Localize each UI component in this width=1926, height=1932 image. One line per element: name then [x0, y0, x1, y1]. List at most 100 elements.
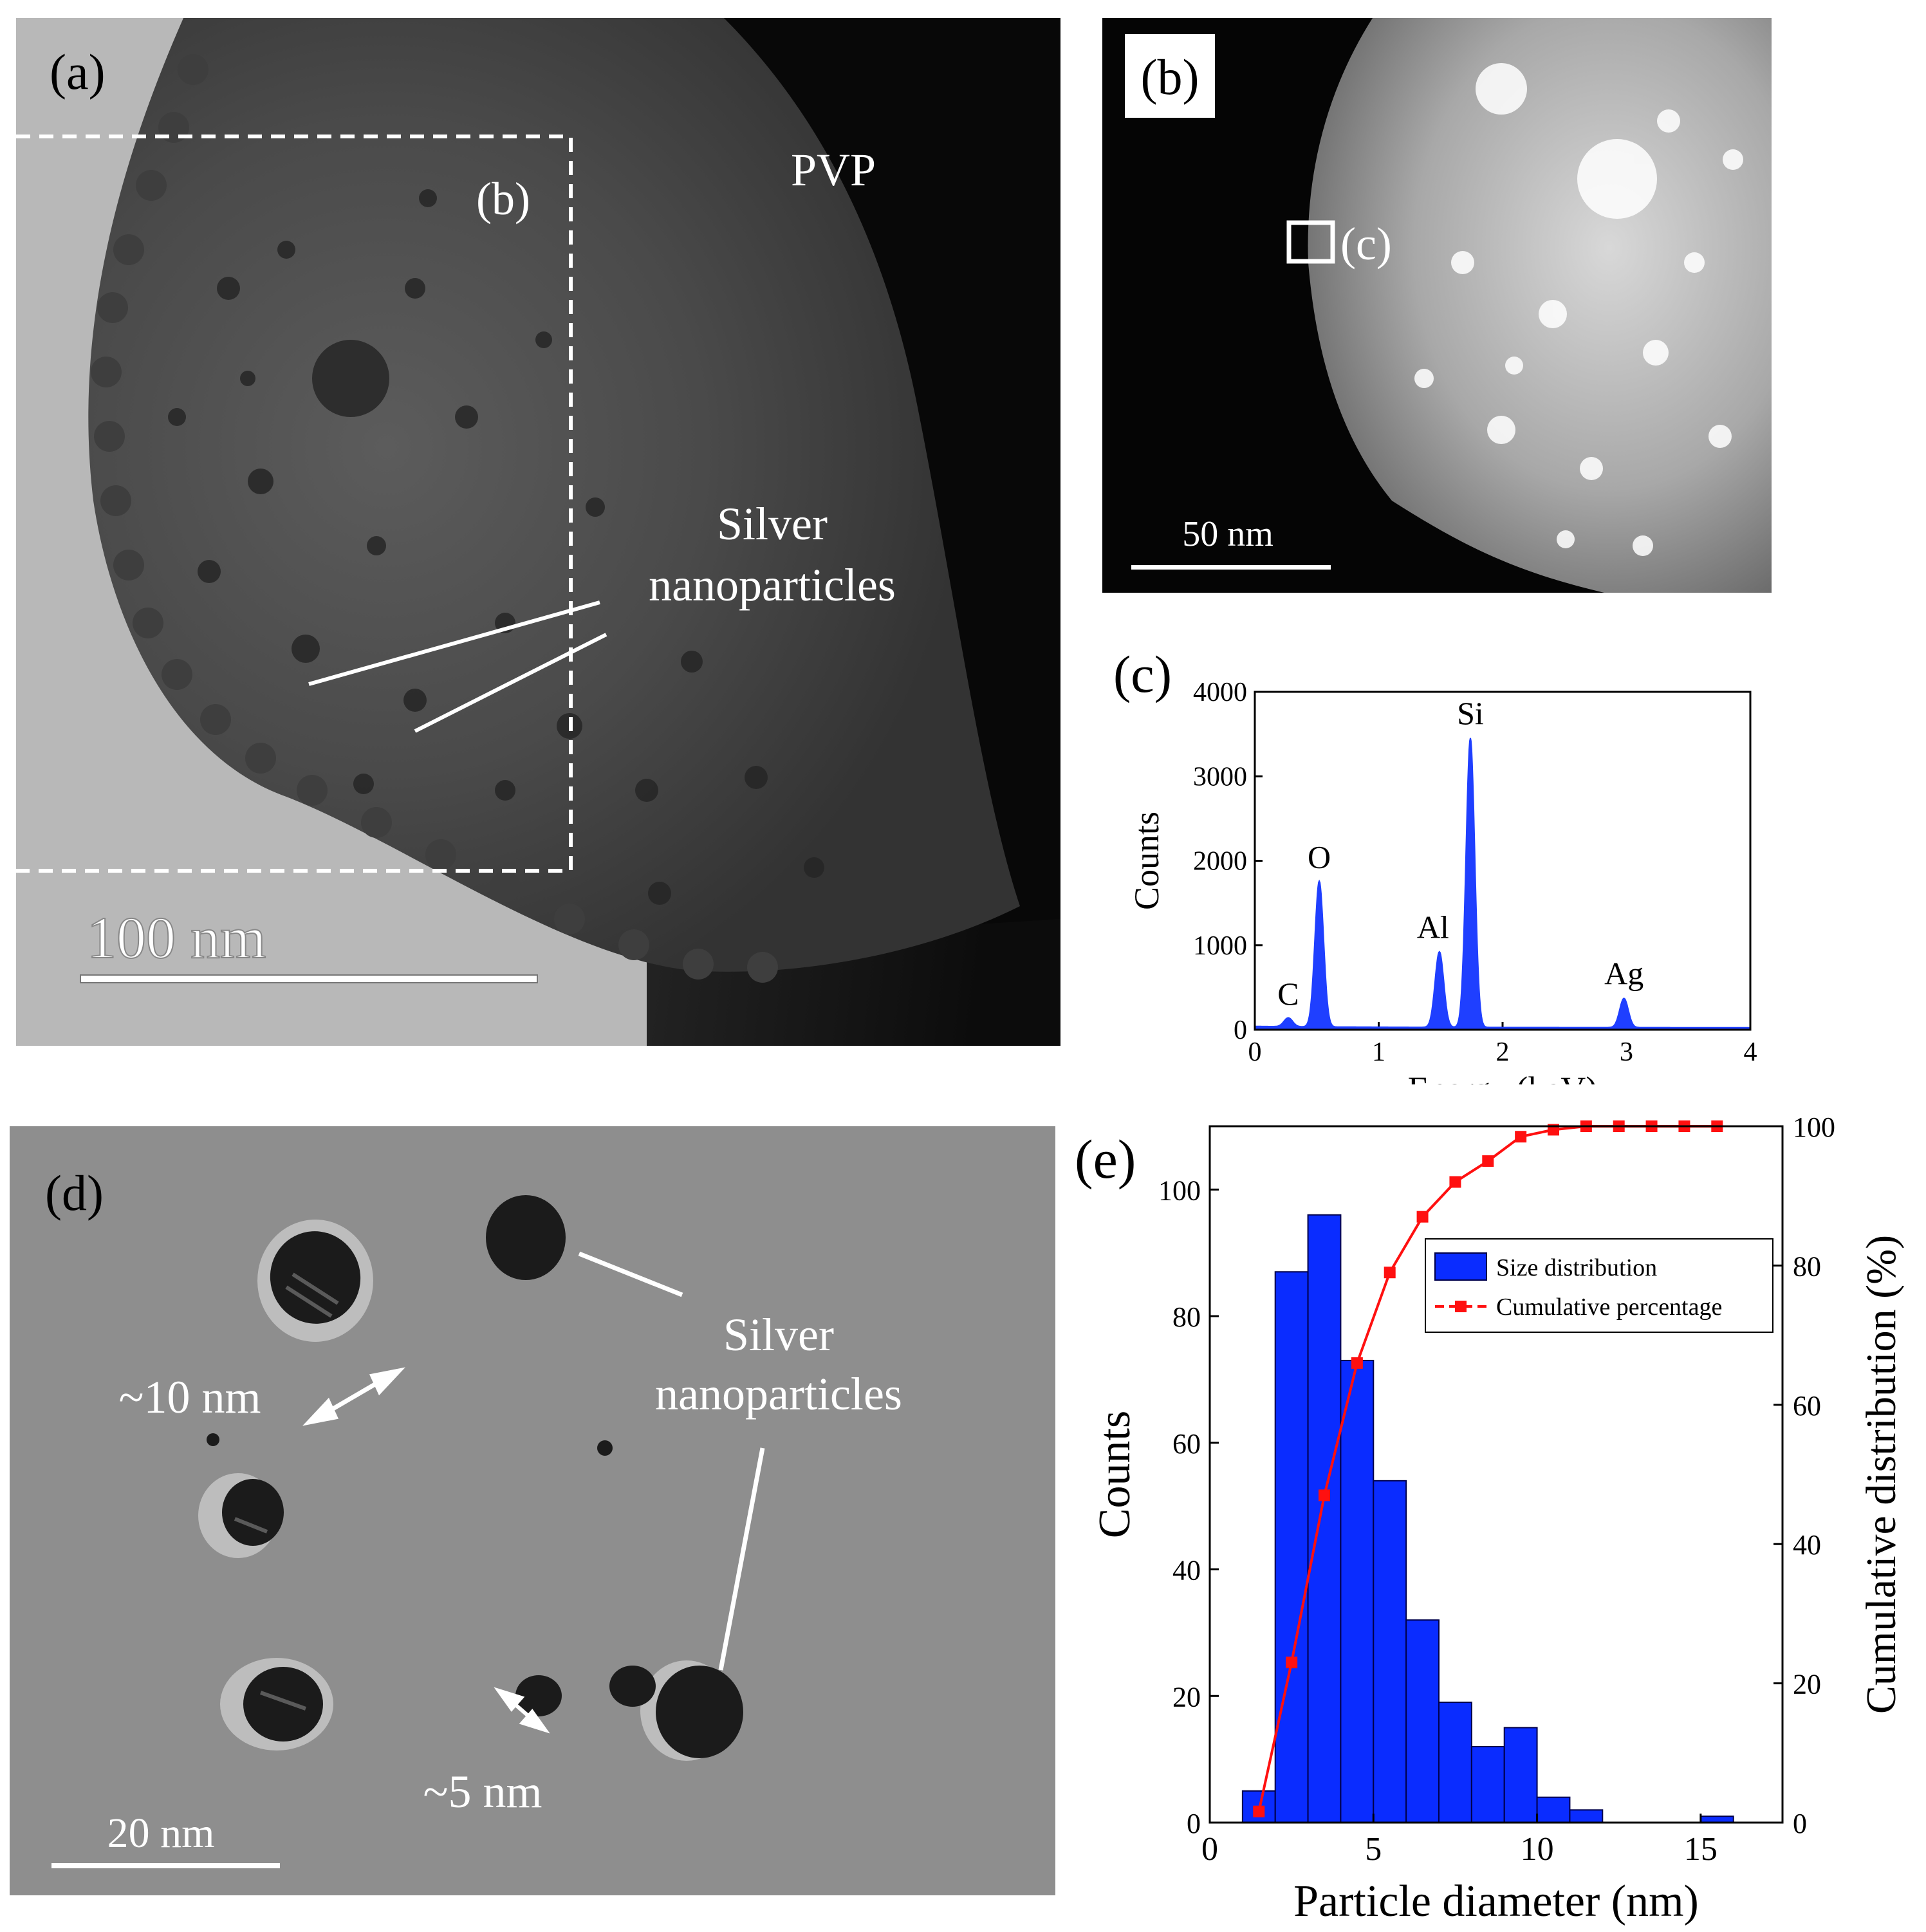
y2-tick-label-e: 20: [1793, 1669, 1821, 1700]
panel-a-label: (a): [50, 44, 106, 100]
cumulative-point: [1416, 1211, 1429, 1223]
y2-axis-label-e: Cumulative distribution (%): [1858, 1235, 1905, 1714]
panel-b-label-background: [1125, 34, 1215, 118]
plot-frame-e: [1208, 1125, 1784, 1824]
histogram-bar: [1438, 1702, 1472, 1823]
y-tick-label-c: 0: [1234, 1016, 1247, 1045]
x-tick-label-e: 15: [1684, 1831, 1718, 1868]
panel-a-tem-image: (a) (b) PVP Silver nanoparticles 100 nm: [16, 18, 1060, 1046]
legend-label-line: Cumulative percentage: [1496, 1294, 1722, 1321]
y-tick-label-e: 40: [1172, 1555, 1201, 1586]
silver-nanoparticles-label-d-line1: Silver: [723, 1309, 834, 1361]
peak-label-o: O: [1308, 839, 1331, 875]
cumulative-point: [1482, 1155, 1494, 1167]
bright-nanoparticle-spots: [1414, 63, 1743, 556]
y2-tick-label-e: 100: [1793, 1111, 1835, 1143]
cumulative-point: [1384, 1267, 1396, 1279]
histogram-bar: [1503, 1727, 1538, 1823]
panel-d-label: (d): [45, 1165, 104, 1221]
peak-label-si: Si: [1457, 695, 1484, 731]
y-tick-label-e: 60: [1172, 1428, 1201, 1460]
y-axis-label-c: Counts: [1127, 812, 1166, 910]
silver-nanoparticle-dots: [168, 189, 824, 905]
size-arrow-large: [302, 1367, 405, 1426]
panel-b-stem-image: (b) (c) 50 nm: [1102, 18, 1772, 593]
legend-swatch-bars: [1434, 1252, 1487, 1281]
y-tick-label-e: 0: [1187, 1808, 1201, 1839]
scale-bar-b: [1131, 565, 1331, 570]
x-axis-label-c: Energy (keV): [1408, 1070, 1597, 1084]
pvp-label: PVP: [791, 144, 876, 196]
scale-bar-b-label: 50 nm: [1182, 514, 1273, 554]
size-label-5nm: ~5 nm: [423, 1766, 542, 1817]
histogram-bar: [1373, 1480, 1407, 1823]
panel-c-label: (c): [1113, 645, 1172, 703]
y-tick-label-e: 20: [1172, 1681, 1201, 1713]
scale-bar-a: [80, 974, 538, 983]
eds-spectrum-series: [1254, 738, 1751, 1030]
panel-e-size-distribution: (e) 0 5 10 15 0 20 40 60 80 100 0 20 40 60 80 100 Size …: [1055, 1094, 1926, 1929]
y2-tick-label-e: 0: [1793, 1808, 1807, 1839]
x-tick-label-c: 2: [1496, 1037, 1510, 1067]
scale-bar-a-label: 100 nm: [87, 905, 266, 971]
x-tick-label-c: 0: [1248, 1037, 1262, 1067]
x-axis-label-e: Particle diameter (nm): [1293, 1877, 1699, 1926]
histogram-bar: [1405, 1619, 1440, 1824]
cumulative-point: [1351, 1357, 1363, 1369]
cumulative-point: [1515, 1131, 1527, 1143]
legend-label-bars: Size distribution: [1496, 1254, 1657, 1281]
y-tick-label-c: 4000: [1193, 678, 1247, 707]
cumulative-point: [1319, 1489, 1330, 1501]
x-tick-label-c: 1: [1372, 1037, 1385, 1067]
region-b-label: (b): [476, 173, 530, 225]
x-tick-label-c: 3: [1620, 1037, 1633, 1067]
x-tick-label-c: 4: [1744, 1037, 1757, 1067]
silver-nanoparticles-label-line2: nanoparticles: [649, 559, 896, 611]
silver-nanoparticles: [207, 1195, 743, 1758]
histogram-bar: [1307, 1214, 1342, 1823]
region-b-dashed-box: [16, 135, 573, 873]
y-axis-label-e: Counts: [1090, 1411, 1140, 1538]
region-c-box: [1286, 220, 1335, 264]
panel-b-label: (b): [1141, 49, 1199, 105]
size-arrow-small: [494, 1687, 550, 1734]
peak-label-al: Al: [1417, 909, 1449, 945]
legend: Size distribution Cumulative percentage: [1425, 1238, 1773, 1333]
cumulative-point: [1286, 1657, 1298, 1669]
peak-label-c: C: [1277, 976, 1299, 1012]
region-c-label: (c): [1340, 218, 1392, 270]
y-tick-label-c: 3000: [1193, 762, 1247, 792]
silver-nanoparticles-label-d-line2: nanoparticles: [655, 1368, 902, 1420]
pointer-line-2: [414, 633, 607, 733]
histogram-bar: [1569, 1809, 1604, 1823]
y2-tick-label-e: 80: [1793, 1250, 1821, 1282]
y2-tick-label-e: 40: [1793, 1529, 1821, 1561]
x-tick-label-e: 5: [1365, 1831, 1382, 1868]
scale-bar-d: [51, 1863, 280, 1868]
panel-e-label: (e): [1075, 1128, 1136, 1190]
pointer-line-1: [308, 600, 600, 686]
x-tick-label-e: 0: [1201, 1831, 1218, 1868]
cumulative-point: [1253, 1805, 1265, 1817]
histogram-bar: [1536, 1796, 1571, 1823]
y-tick-label-c: 2000: [1193, 847, 1247, 877]
y-tick-label-c: 1000: [1193, 931, 1247, 961]
silver-nanoparticles-label-line1: Silver: [717, 498, 828, 550]
cumulative-point: [1449, 1176, 1461, 1188]
histogram-bar: [1340, 1359, 1375, 1824]
y2-tick-label-e: 60: [1793, 1390, 1821, 1422]
histogram-bar: [1274, 1271, 1309, 1823]
y-tick-label-e: 100: [1158, 1175, 1201, 1206]
lattice-fringes: [234, 1272, 339, 1711]
plot-frame-c: [1254, 691, 1752, 1031]
x-tick-label-e: 10: [1521, 1831, 1554, 1868]
peak-label-ag: Ag: [1604, 955, 1644, 991]
y-tick-label-e: 80: [1172, 1301, 1201, 1333]
pointer-line-d-1: [578, 1251, 683, 1297]
pointer-line-d-2: [718, 1447, 765, 1671]
legend-swatch-marker: [1455, 1301, 1467, 1312]
panel-d-tem-image: (d) Silver nanoparticles ~10 nm ~5 nm 20…: [10, 1126, 1055, 1895]
histogram-bar: [1470, 1745, 1505, 1823]
scale-bar-d-label: 20 nm: [107, 1810, 215, 1857]
size-label-10nm: ~10 nm: [119, 1371, 261, 1423]
